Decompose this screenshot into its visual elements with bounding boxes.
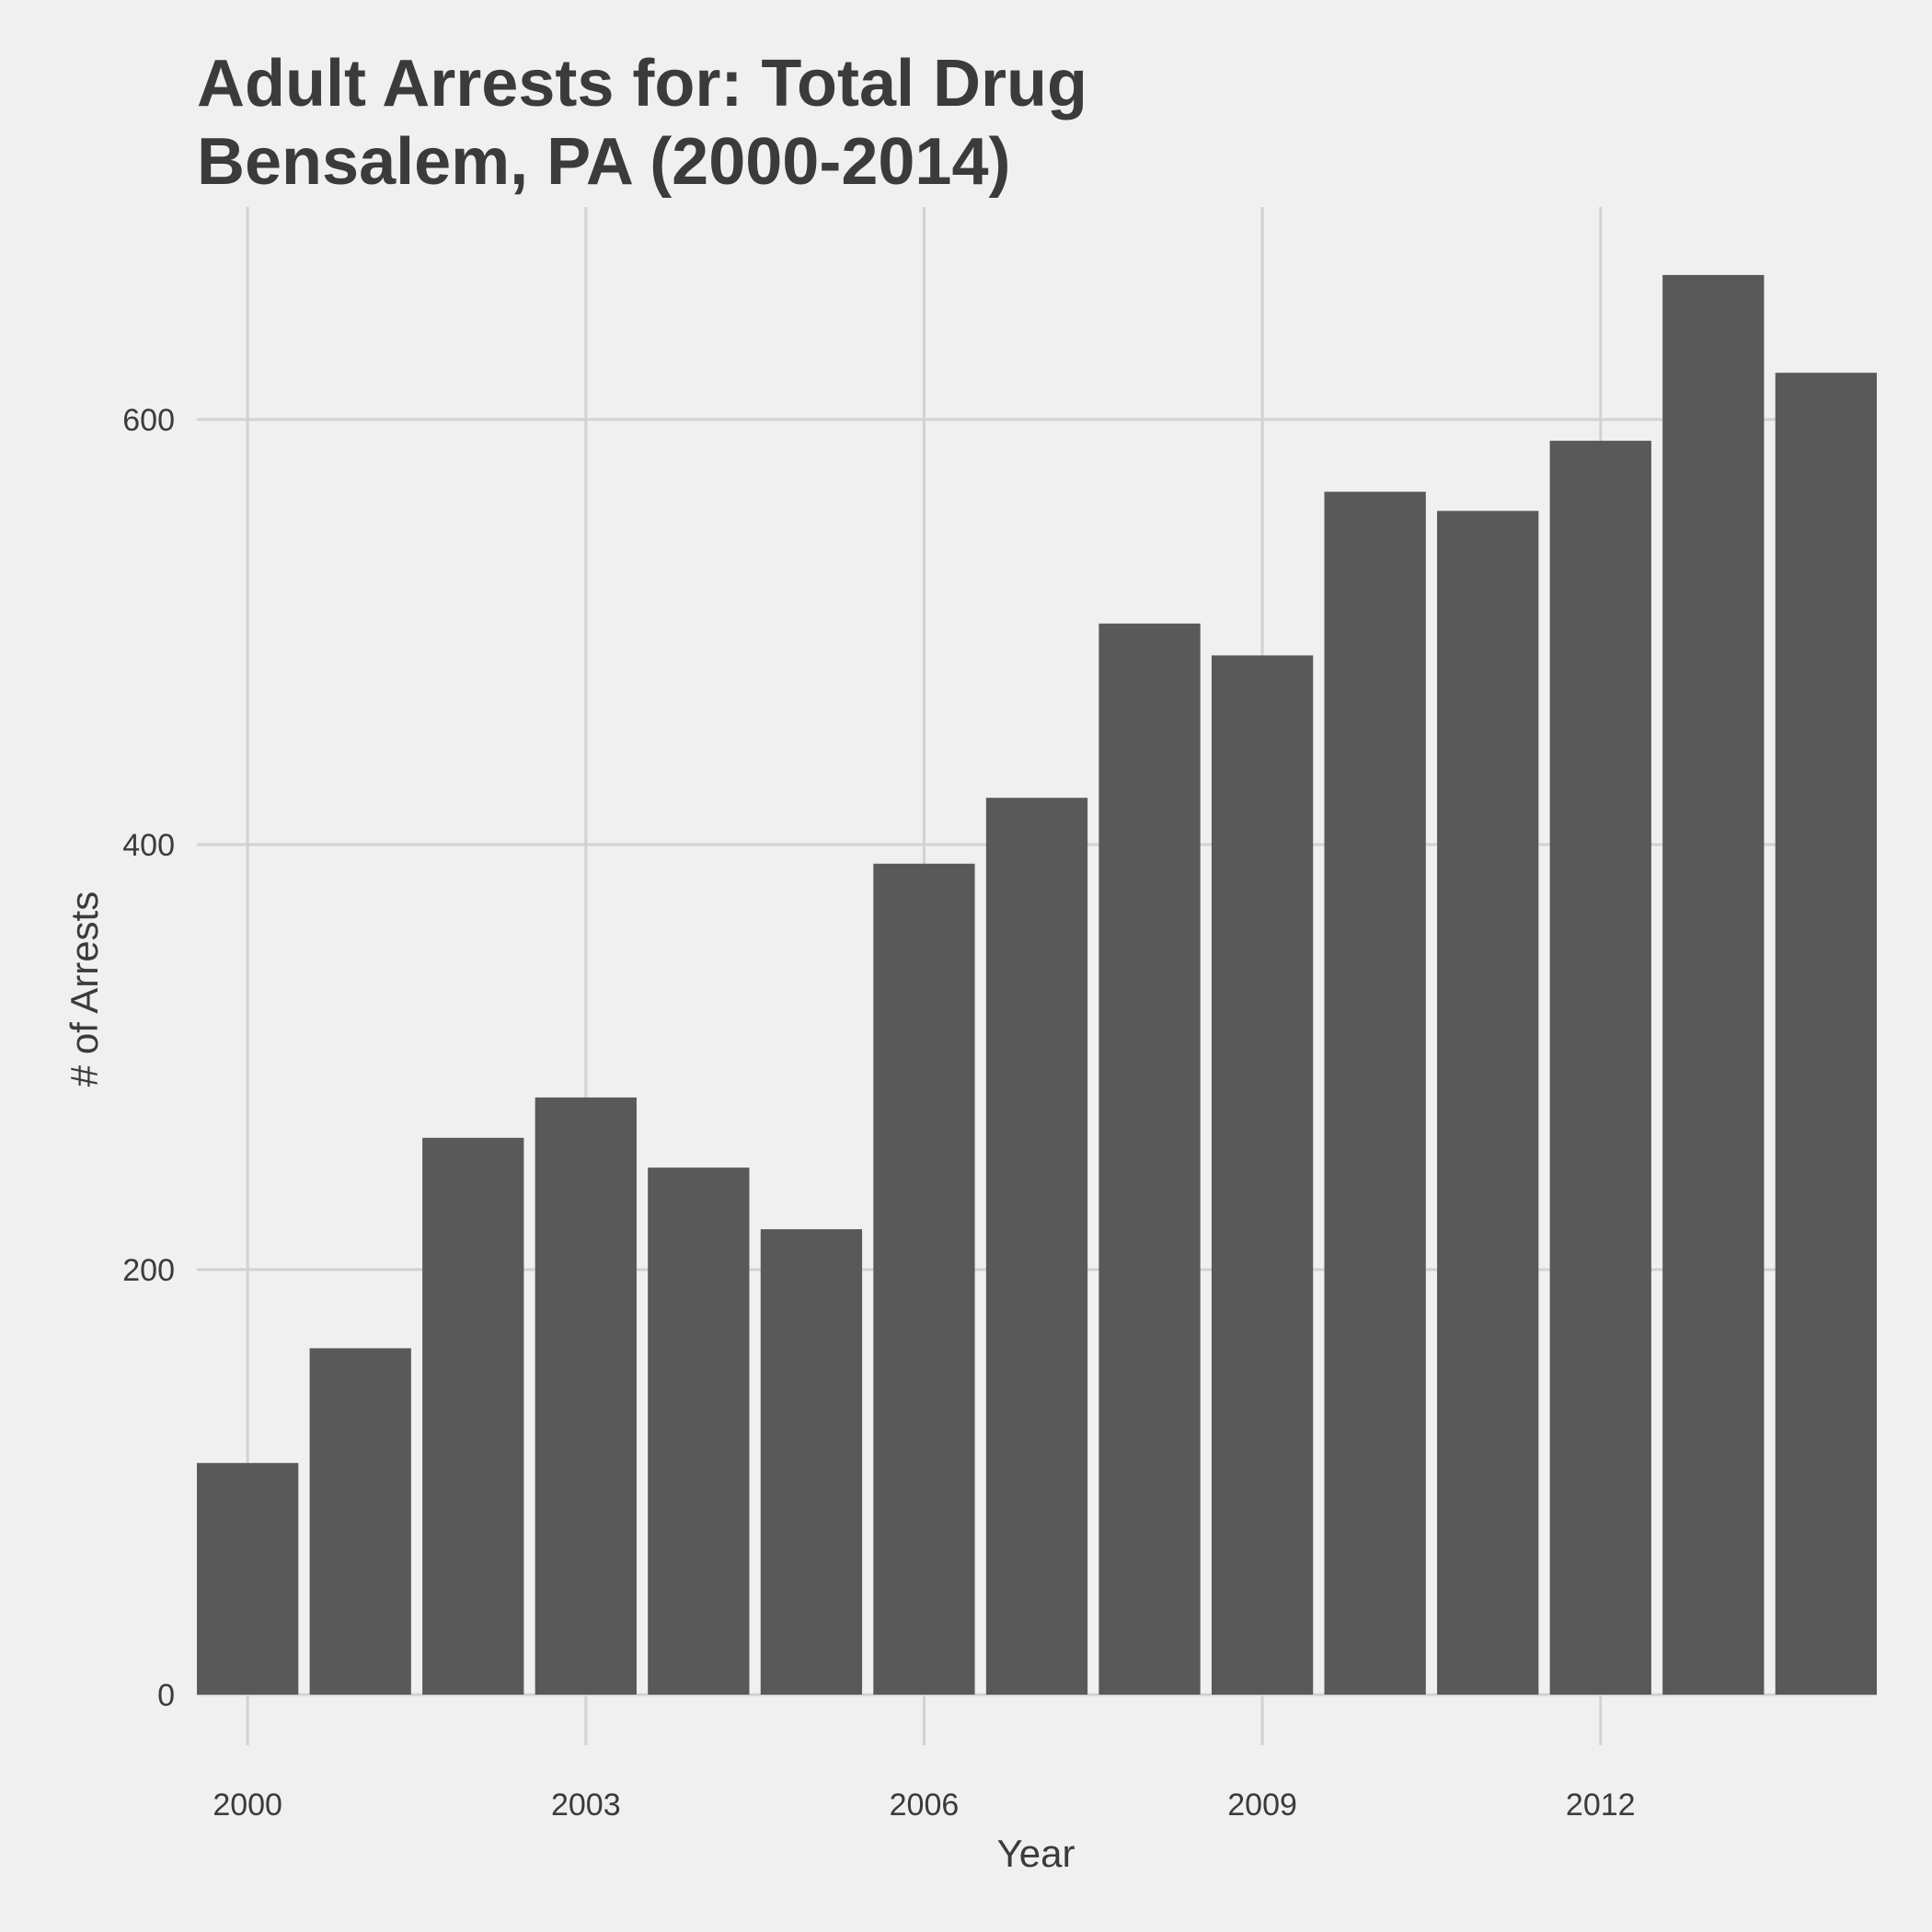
y-tick-label: 600	[122, 403, 175, 438]
bar-2007	[985, 798, 1088, 1695]
y-tick-label: 200	[122, 1253, 175, 1288]
y-axis-ticks: 0 200 400 600	[122, 403, 175, 1713]
x-tick-label: 2006	[890, 1788, 960, 1823]
bar-2000	[197, 1463, 299, 1695]
bar-2005	[760, 1229, 863, 1695]
bar-2004	[648, 1167, 750, 1695]
bar-2008	[1098, 623, 1201, 1695]
y-tick-label: 0	[157, 1678, 175, 1713]
x-tick-label: 2012	[1566, 1788, 1636, 1823]
x-tick-label: 2009	[1227, 1788, 1297, 1823]
x-axis-ticks: 2000 2003 2006 2009 2012	[213, 1788, 1635, 1823]
y-tick-label: 400	[122, 828, 175, 863]
chart-title: Adult Arrests for: Total Drug	[197, 47, 1087, 121]
bar-2006	[873, 863, 975, 1695]
x-tick-label: 2000	[213, 1788, 282, 1823]
bar-2001	[309, 1348, 411, 1695]
x-axis-title: Year	[997, 1832, 1075, 1875]
x-tick-label: 2003	[551, 1788, 621, 1823]
bar-2012	[1549, 441, 1651, 1696]
bar-2011	[1437, 511, 1539, 1695]
bar-2002	[422, 1137, 524, 1695]
bar-2014	[1775, 373, 1877, 1696]
bar-2009	[1211, 655, 1314, 1696]
bar-2010	[1324, 491, 1426, 1695]
y-axis-title: # of Arrests	[63, 891, 106, 1087]
bar-2013	[1662, 274, 1765, 1695]
bars	[197, 274, 1877, 1696]
chart-subtitle: Bensalem, PA (2000-2014)	[197, 125, 1010, 199]
bar-2003	[535, 1097, 637, 1695]
